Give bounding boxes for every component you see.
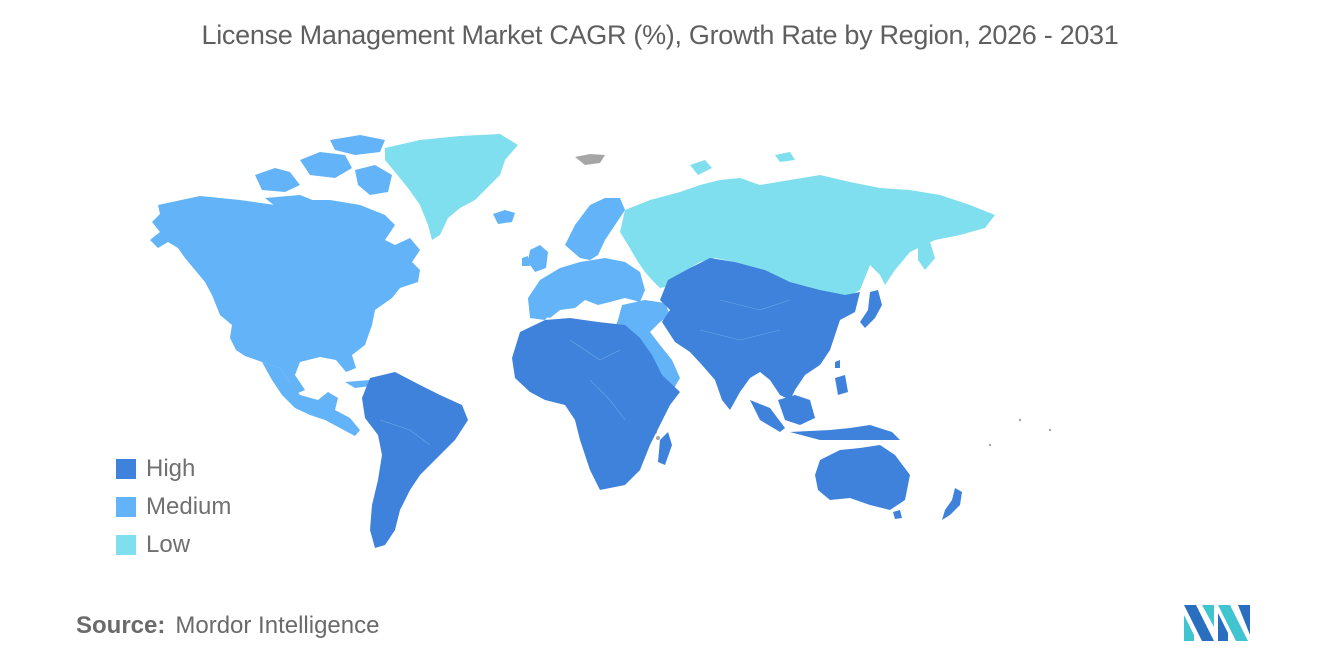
legend-label-high: High bbox=[146, 455, 196, 482]
legend-item-high: High bbox=[116, 450, 231, 488]
country-borders bbox=[379, 299, 791, 446]
region-russia bbox=[620, 152, 995, 298]
chart-title: License Management Market CAGR (%), Grow… bbox=[201, 20, 1119, 50]
legend-label-medium: Medium bbox=[146, 493, 232, 520]
source-value: Mordor Intelligence bbox=[175, 612, 380, 639]
region-greenland bbox=[385, 134, 518, 240]
mordor-intelligence-logo-icon bbox=[1184, 605, 1250, 641]
region-north-america bbox=[150, 135, 515, 436]
region-africa bbox=[512, 318, 680, 490]
source-attribution: Source: Mordor Intelligence bbox=[76, 612, 379, 640]
legend-label-low: Low bbox=[146, 531, 191, 558]
legend-item-low: Low bbox=[116, 526, 231, 564]
legend-swatch-low bbox=[116, 535, 136, 555]
legend-item-medium: Medium bbox=[116, 488, 231, 526]
region-asia bbox=[660, 258, 900, 440]
region-south-america bbox=[362, 372, 468, 548]
legend-swatch-high bbox=[116, 459, 136, 479]
source-key: Source: bbox=[76, 612, 166, 639]
region-oceania bbox=[815, 445, 962, 520]
legend: High Medium Low bbox=[116, 450, 231, 564]
legend-swatch-medium bbox=[116, 497, 136, 517]
